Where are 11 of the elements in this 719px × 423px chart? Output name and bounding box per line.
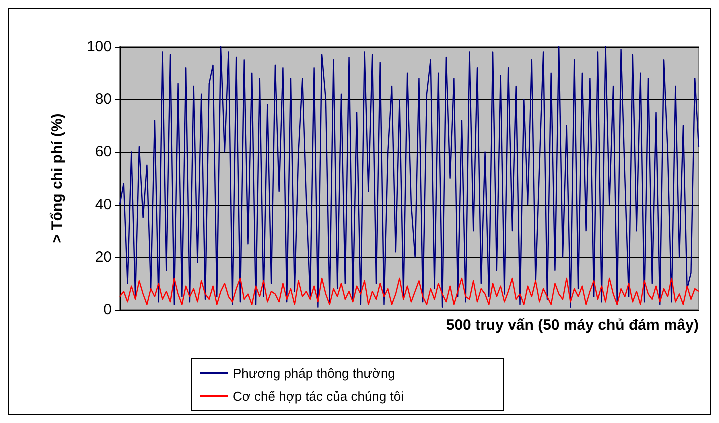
- y-axis-title: > Tổng chi phí (%): [49, 114, 66, 244]
- legend-label: Cơ chế hợp tác của chúng tôi: [233, 389, 404, 404]
- y-tick-label: 20: [95, 248, 112, 266]
- line-series: [119, 278, 700, 306]
- y-tick-label: 0: [104, 302, 112, 318]
- legend-label: Phương pháp thông thường: [233, 366, 396, 381]
- y-tick-label: 100: [86, 38, 112, 56]
- x-axis-title: 500 truy vấn (50 máy chủ đám mây): [446, 317, 699, 334]
- y-tick-label: 80: [95, 91, 112, 108]
- y-tick-label: 60: [95, 144, 112, 161]
- y-tick-label: 40: [95, 196, 112, 214]
